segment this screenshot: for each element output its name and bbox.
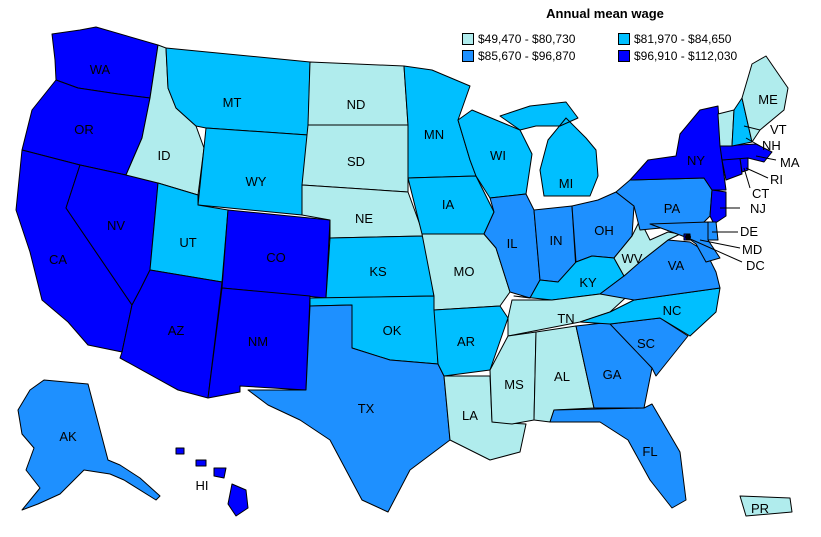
label-ia: IA <box>442 197 455 212</box>
label-vt: VT <box>770 122 787 137</box>
state-hi-kauai[interactable] <box>175 447 185 455</box>
label-mn: MN <box>424 127 444 142</box>
label-ms: MS <box>504 377 524 392</box>
label-or: OR <box>74 122 94 137</box>
label-fl: FL <box>642 444 657 459</box>
label-nh: NH <box>762 138 781 153</box>
legend-swatch-3 <box>462 50 474 62</box>
legend-label-2: $81,970 - $84,650 <box>634 32 732 46</box>
label-ky: KY <box>579 275 597 290</box>
label-va: VA <box>668 258 685 273</box>
label-mi: MI <box>559 176 573 191</box>
legend-item-4: $96,910 - $112,030 <box>618 49 737 63</box>
legend-label-3: $85,670 - $96,870 <box>478 49 576 63</box>
label-wa: WA <box>90 62 111 77</box>
label-ct: CT <box>752 186 769 201</box>
state-ri[interactable] <box>739 157 749 173</box>
label-oh: OH <box>594 223 614 238</box>
state-il[interactable] <box>483 193 541 299</box>
state-ct[interactable] <box>721 157 743 181</box>
label-ut: UT <box>179 235 196 250</box>
label-nm: NM <box>248 334 268 349</box>
label-mt: MT <box>223 95 242 110</box>
state-hi-big[interactable] <box>227 483 249 517</box>
label-tx: TX <box>358 401 375 416</box>
state-de[interactable] <box>707 221 719 241</box>
label-wv: WV <box>622 251 643 266</box>
state-wy[interactable] <box>197 127 309 216</box>
state-hi-maui[interactable] <box>213 467 227 479</box>
label-az: AZ <box>168 323 185 338</box>
legend-item-3: $85,670 - $96,870 <box>462 49 575 63</box>
dc-marker <box>685 234 691 240</box>
label-wi: WI <box>490 148 506 163</box>
label-ga: GA <box>603 367 622 382</box>
label-leader-lines <box>687 125 777 263</box>
label-ok: OK <box>383 323 402 338</box>
legend-item-1: $49,470 - $80,730 <box>462 32 575 46</box>
state-hi-oahu[interactable] <box>195 459 207 467</box>
label-co: CO <box>266 250 286 265</box>
label-tn: TN <box>557 311 574 326</box>
map-title: Annual mean wage <box>546 6 664 21</box>
legend-label-1: $49,470 - $80,730 <box>478 32 576 46</box>
label-sc: SC <box>637 336 655 351</box>
label-nd: ND <box>347 97 366 112</box>
label-al: AL <box>554 369 570 384</box>
state-ny[interactable] <box>629 105 727 191</box>
label-ne: NE <box>355 211 373 226</box>
label-ny: NY <box>687 153 705 168</box>
label-wy: WY <box>246 174 267 189</box>
label-nv: NV <box>107 218 125 233</box>
label-la: LA <box>462 408 478 423</box>
legend-swatch-4 <box>618 50 630 62</box>
label-md: MD <box>742 242 762 257</box>
label-pa: PA <box>664 201 681 216</box>
label-pr: PR <box>751 501 769 516</box>
label-ak: AK <box>59 429 77 444</box>
label-dc: DC <box>746 258 765 273</box>
legend-swatch-2 <box>618 33 630 45</box>
state-pr[interactable] <box>739 495 793 517</box>
state-tx[interactable] <box>247 304 451 513</box>
label-ri: RI <box>770 172 783 187</box>
state-nc[interactable] <box>579 287 721 337</box>
label-hi: HI <box>196 478 209 493</box>
state-fl[interactable] <box>549 403 687 509</box>
legend-item-2: $81,970 - $84,650 <box>618 32 731 46</box>
state-nm[interactable] <box>207 287 311 399</box>
label-ar: AR <box>457 334 475 349</box>
state-az[interactable] <box>119 269 223 399</box>
label-il: IL <box>507 236 518 251</box>
state-mi[interactable] <box>499 101 599 197</box>
state-vt[interactable] <box>717 109 735 147</box>
state-nd[interactable] <box>307 61 409 126</box>
state-ak[interactable] <box>17 379 161 511</box>
label-ca: CA <box>49 252 67 267</box>
label-me: ME <box>758 92 778 107</box>
state-me[interactable] <box>741 55 789 143</box>
label-ks: KS <box>369 264 387 279</box>
label-mo: MO <box>454 264 475 279</box>
legend-swatch-1 <box>462 33 474 45</box>
state-nj[interactable] <box>709 189 727 225</box>
label-sd: SD <box>347 154 365 169</box>
label-in: IN <box>550 233 563 248</box>
label-nc: NC <box>663 303 682 318</box>
state-id[interactable] <box>125 44 205 196</box>
label-nj: NJ <box>750 201 766 216</box>
legend-label-4: $96,910 - $112,030 <box>634 49 738 63</box>
label-id: ID <box>158 148 171 163</box>
label-ma: MA <box>780 155 800 170</box>
label-de: DE <box>740 224 758 239</box>
